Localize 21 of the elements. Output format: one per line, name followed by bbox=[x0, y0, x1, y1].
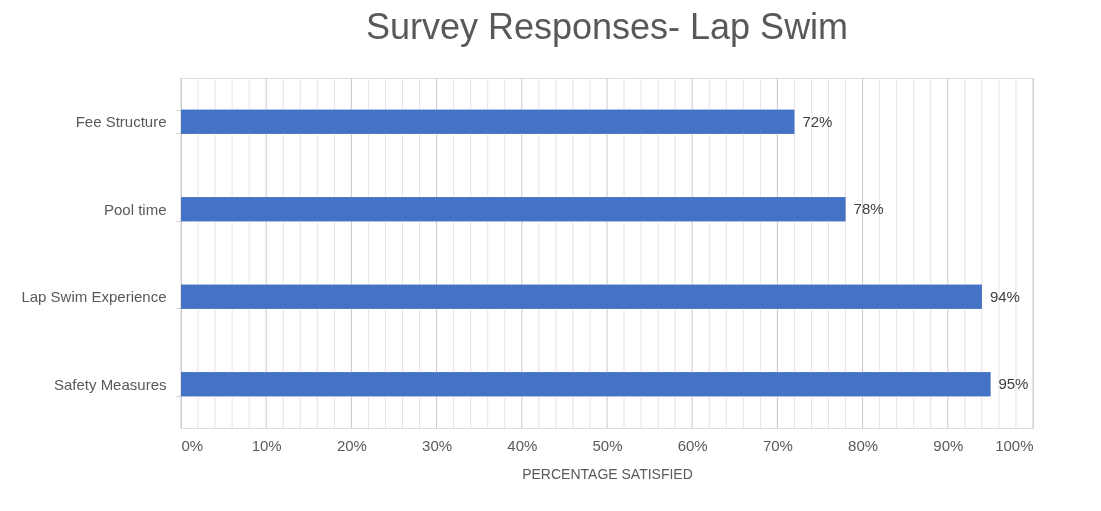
x-tick-label: 90% bbox=[933, 436, 964, 454]
chart-title: Survey Responses- Lap Swim bbox=[365, 6, 849, 47]
x-tick-label: 100% bbox=[995, 436, 1034, 454]
x-tick-label: 30% bbox=[422, 436, 453, 454]
data-label: 72% bbox=[802, 112, 833, 130]
y-tick-label: Safety Measures bbox=[53, 375, 167, 393]
x-tick-label: 80% bbox=[848, 436, 879, 454]
x-tick-label: 0% bbox=[181, 436, 204, 454]
x-tick-label: 50% bbox=[592, 436, 623, 454]
x-tick-label: 60% bbox=[677, 436, 708, 454]
x-tick-label: 40% bbox=[507, 436, 538, 454]
x-axis-title: PERCENTAGE SATISFIED bbox=[522, 465, 693, 482]
data-label: 95% bbox=[998, 375, 1029, 393]
data-label: 78% bbox=[853, 200, 884, 218]
y-tick-label: Lap Swim Experience bbox=[21, 288, 167, 306]
x-tick-label: 20% bbox=[336, 436, 367, 454]
y-tick-label: Pool time bbox=[103, 200, 167, 218]
data-label: 94% bbox=[989, 287, 1020, 305]
y-tick-label: Fee Structure bbox=[75, 113, 167, 131]
x-tick-label: 70% bbox=[762, 436, 793, 454]
x-tick-label: 10% bbox=[251, 436, 282, 454]
